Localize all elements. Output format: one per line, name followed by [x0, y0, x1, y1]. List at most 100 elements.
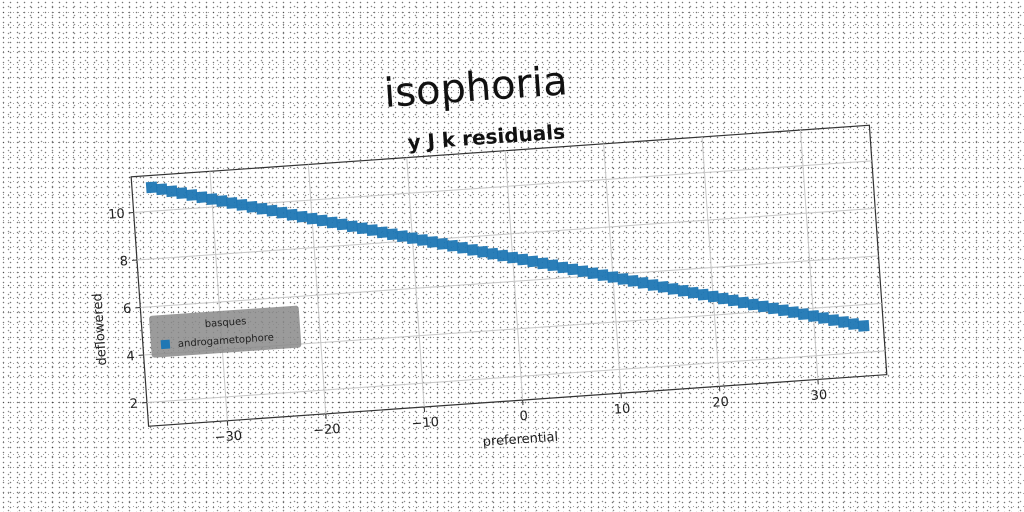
- data-point: [526, 255, 539, 268]
- data-point: [627, 275, 639, 287]
- plot-frame: [130, 124, 888, 427]
- data-point: [236, 199, 248, 211]
- data-point: [175, 187, 188, 199]
- data-point: [165, 185, 178, 198]
- data-point: [566, 263, 579, 276]
- data-point: [677, 284, 689, 297]
- x-tick-label: −20: [313, 422, 341, 439]
- ticks: −30 −20 −10 0 10 20 30 2 4 6 8 10: [108, 207, 828, 446]
- x-tick-label: 0: [519, 409, 528, 425]
- x-gridline: [603, 143, 622, 394]
- chart-subtitle: y J k residuals: [407, 120, 566, 155]
- x-gridline: [209, 171, 228, 421]
- data-point: [336, 218, 349, 231]
- legend-box: [149, 305, 302, 358]
- data-point: [857, 320, 870, 332]
- data-point: [657, 281, 669, 293]
- data-point: [587, 267, 599, 280]
- data-point: [556, 261, 569, 274]
- data-point: [476, 245, 489, 258]
- data-point: [346, 220, 359, 233]
- data-point: [466, 244, 479, 256]
- data-point: [215, 195, 228, 207]
- y-gridline: [146, 350, 886, 403]
- data-point: [687, 286, 700, 299]
- data-point: [847, 318, 860, 330]
- x-axis-label: preferential: [482, 430, 558, 450]
- y-tick-label: 2: [129, 397, 138, 413]
- data-point: [837, 316, 850, 328]
- data-point: [356, 222, 369, 235]
- data-point: [737, 296, 750, 309]
- data-point: [266, 204, 278, 217]
- data-point: [286, 208, 298, 221]
- data-point: [306, 212, 318, 225]
- data-point: [717, 292, 730, 305]
- data-point: [807, 310, 820, 322]
- data-point: [506, 251, 519, 264]
- x-tick-label: 30: [810, 388, 828, 404]
- data-point: [446, 239, 459, 252]
- data-point: [607, 271, 619, 283]
- data-point: [817, 312, 830, 324]
- data-point: [386, 228, 399, 241]
- x-tick-label: 20: [712, 395, 730, 411]
- data-point: [727, 294, 740, 307]
- legend-marker: [160, 339, 171, 350]
- data-point: [637, 276, 649, 289]
- data-point: [707, 290, 720, 303]
- x-gridline: [307, 164, 327, 414]
- data-point: [436, 237, 449, 250]
- data-point: [767, 302, 780, 315]
- data-point: [296, 210, 308, 223]
- data-point: [366, 224, 379, 237]
- data-point: [667, 282, 679, 295]
- y-tick-label: 4: [126, 349, 135, 365]
- y-axis-label: deflowered: [90, 293, 110, 366]
- x-tick-label: −30: [214, 429, 242, 446]
- x-gridline: [504, 150, 524, 401]
- data-point: [416, 234, 429, 246]
- legend-title: basques: [204, 316, 246, 330]
- y-tick-label: 10: [108, 207, 126, 223]
- x-tick-label: −10: [411, 415, 439, 432]
- data-point: [486, 247, 499, 260]
- data-point: [326, 216, 339, 229]
- y-gridline: [140, 255, 879, 308]
- data-point: [256, 202, 268, 215]
- y-gridline: [136, 207, 876, 261]
- data-point: [827, 314, 840, 326]
- data-point: [576, 265, 589, 278]
- data-point: [396, 230, 409, 243]
- x-gridline: [406, 157, 425, 408]
- data-point: [376, 226, 389, 239]
- data-point: [155, 183, 168, 196]
- data-point: [797, 308, 810, 320]
- data-point: [777, 304, 790, 317]
- x-gridline: [701, 136, 720, 387]
- data-point: [546, 259, 559, 272]
- x-tick-label: 10: [613, 402, 631, 418]
- data-point: [787, 306, 800, 319]
- data-point: [536, 257, 549, 270]
- data-point: [496, 249, 509, 262]
- y-tick-label: 6: [123, 302, 132, 318]
- data-point: [647, 279, 659, 291]
- data-point: [516, 253, 529, 266]
- legend: basques androgametophore: [149, 305, 302, 358]
- data-point: [426, 236, 439, 248]
- x-gridline: [799, 130, 819, 380]
- plot-area: −30 −20 −10 0 10 20 30 2 4 6 8 10: [108, 124, 888, 446]
- data-point: [205, 193, 218, 206]
- data-point: [757, 300, 770, 313]
- data-point: [597, 269, 609, 282]
- data-point: [747, 298, 760, 311]
- data-point: [406, 232, 419, 244]
- data-point: [226, 197, 238, 209]
- chart-title: isophoria: [383, 58, 569, 117]
- data-point: [195, 191, 208, 204]
- data-point: [617, 273, 629, 285]
- y-tick-label: 8: [119, 254, 128, 270]
- data-point: [697, 288, 710, 301]
- data-point: [316, 214, 329, 227]
